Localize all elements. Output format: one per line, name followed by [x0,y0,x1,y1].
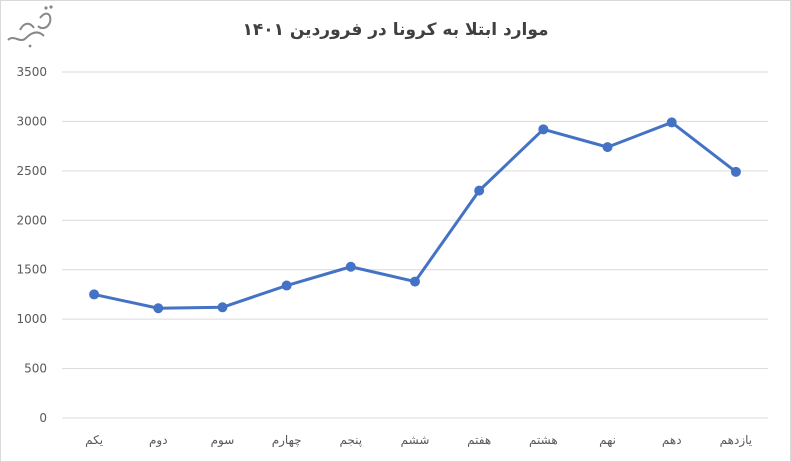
x-tick-label: سوم [211,433,235,448]
data-point [281,280,292,291]
x-tick-label: دوم [149,433,168,448]
watermark-logo [7,5,53,48]
data-point [410,276,420,287]
x-tick-label: یازدهم [720,433,752,448]
x-tick-label: ششم [401,433,430,447]
x-tick-label: پنجم [339,433,362,447]
x-tick-label: هفتم [467,433,491,447]
y-tick-label: 3000 [16,114,47,128]
x-tick-label: چهارم [272,433,302,448]
y-tick-label: 0 [39,411,47,425]
y-tick-label: 2000 [16,213,47,227]
data-point [666,117,677,128]
data-point [89,289,100,300]
y-tick-label: 2500 [16,164,47,178]
data-point [153,303,164,314]
y-tick-label: 1500 [16,263,47,277]
y-tick-label: 3500 [16,65,47,79]
x-tick-label: یکم [85,433,103,447]
x-tick-label: هشتم [529,433,558,447]
x-tick-label: دهم [662,433,682,447]
x-tick-labels: یکم دوم سوم چهارم پنجم ششم هفتم هشتم نهم دهم یازده… [85,433,752,448]
y-tick-labels: 0 500 1000 1500 2000 2500 3000 3500 [16,65,47,425]
data-point [217,302,228,313]
chart-title: موارد ابتلا به کرونا در فروردین ۱۴۰۱ [242,20,549,40]
data-point [538,124,549,135]
data-point [602,142,613,153]
series-group [89,117,741,314]
data-point [474,185,485,196]
x-tick-label: نهم [599,433,616,447]
y-tick-label: 1000 [16,312,47,326]
data-point [730,166,741,177]
gridlines [62,71,768,419]
y-tick-label: 500 [24,362,47,376]
data-point [345,261,356,272]
